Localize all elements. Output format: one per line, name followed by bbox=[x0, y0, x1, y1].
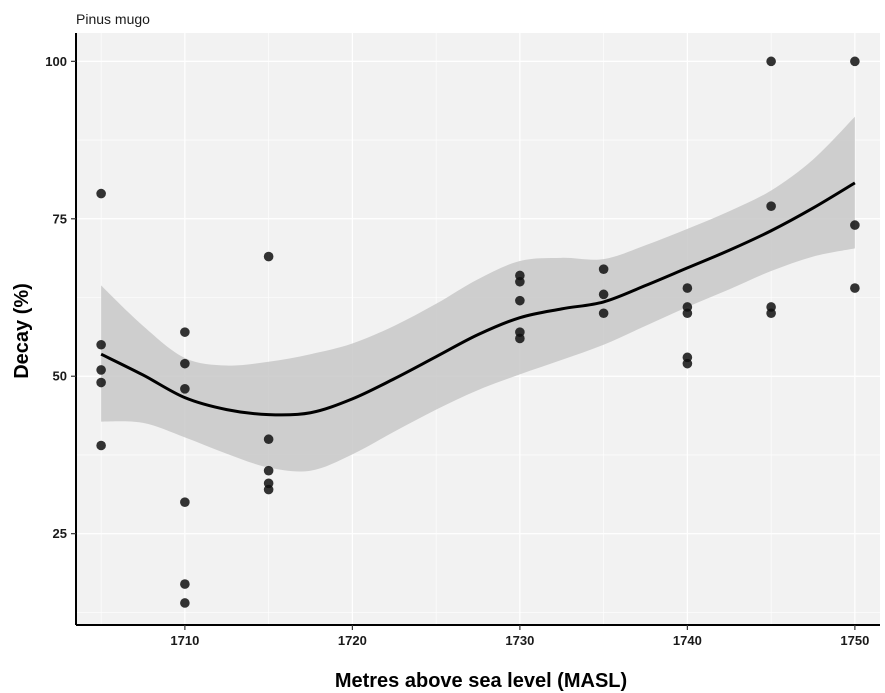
x-axis-ticks: 1710 1720 1730 1740 1750 bbox=[170, 625, 869, 648]
data-point bbox=[682, 358, 693, 369]
data-point bbox=[766, 308, 776, 319]
data-point bbox=[682, 283, 693, 293]
data-points bbox=[96, 56, 860, 608]
data-point bbox=[180, 598, 190, 608]
data-point bbox=[263, 251, 274, 262]
y-axis-ticks: 25 50 75 100 bbox=[45, 54, 76, 541]
x-axis-title: Metres above sea level (MASL) bbox=[335, 670, 627, 692]
y-axis-title: Decay (%) bbox=[11, 283, 33, 379]
chart-title: Pinus mugo bbox=[76, 11, 150, 27]
axes bbox=[75, 33, 880, 626]
data-point bbox=[515, 333, 525, 344]
data-point bbox=[96, 188, 106, 199]
x-tick-label: 1730 bbox=[505, 633, 534, 648]
data-point bbox=[180, 497, 190, 507]
data-point bbox=[180, 384, 190, 394]
data-point bbox=[598, 264, 609, 274]
y-tick-label: 25 bbox=[53, 526, 67, 541]
data-point bbox=[263, 484, 274, 495]
data-point bbox=[598, 289, 609, 300]
data-point bbox=[850, 220, 860, 230]
x-tick-label: 1720 bbox=[338, 633, 367, 648]
data-point bbox=[766, 201, 776, 211]
data-point bbox=[96, 377, 106, 388]
x-tick-label: 1740 bbox=[673, 633, 702, 648]
data-point bbox=[180, 327, 190, 337]
data-point bbox=[515, 295, 525, 306]
x-tick-label: 1750 bbox=[840, 633, 869, 648]
data-point bbox=[180, 579, 190, 589]
data-point bbox=[682, 308, 693, 319]
data-point bbox=[263, 434, 274, 445]
data-point bbox=[96, 440, 106, 451]
data-point bbox=[850, 56, 860, 67]
y-tick-label: 50 bbox=[53, 369, 67, 384]
x-tick-label: 1710 bbox=[170, 633, 199, 648]
confidence-ribbon bbox=[101, 116, 855, 472]
smooth-line bbox=[100, 181, 856, 417]
data-point bbox=[96, 365, 106, 375]
data-point bbox=[598, 308, 609, 319]
y-tick-label: 75 bbox=[53, 211, 67, 226]
data-point bbox=[850, 283, 860, 293]
data-point bbox=[263, 465, 274, 476]
data-point bbox=[96, 339, 106, 350]
data-point bbox=[180, 358, 190, 369]
data-point bbox=[766, 56, 776, 67]
data-point bbox=[515, 276, 525, 287]
y-tick-label: 100 bbox=[45, 54, 67, 69]
